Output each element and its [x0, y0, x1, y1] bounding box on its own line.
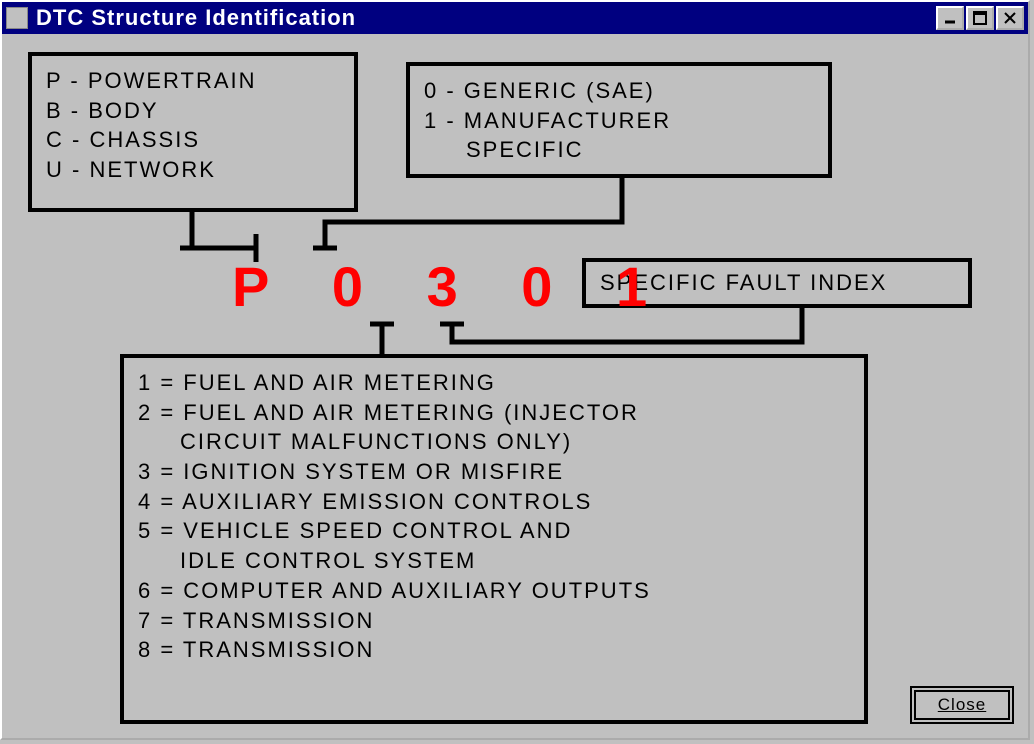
- legend-line: 6 = COMPUTER AND AUXILIARY OUTPUTS: [138, 576, 850, 606]
- third-char-legend-box: 1 = FUEL AND AIR METERING2 = FUEL AND AI…: [120, 354, 868, 724]
- legend-line: 4 = AUXILIARY EMISSION CONTROLS: [138, 487, 850, 517]
- legend-line: P - POWERTRAIN: [46, 66, 340, 96]
- legend-line: 5 = VEHICLE SPEED CONTROL AND: [138, 516, 850, 546]
- titlebar: DTC Structure Identification: [2, 2, 1028, 34]
- first-char-legend-box: P - POWERTRAINB - BODYC - CHASSISU - NET…: [28, 52, 358, 212]
- legend-line: IDLE CONTROL SYSTEM: [180, 546, 850, 576]
- content-area: P - POWERTRAINB - BODYC - CHASSISU - NET…: [2, 34, 1028, 738]
- legend-line: 0 - GENERIC (SAE): [424, 76, 814, 106]
- maximize-icon: [973, 11, 987, 25]
- legend-line: U - NETWORK: [46, 155, 340, 185]
- minimize-icon: [943, 11, 957, 25]
- close-icon: [1003, 11, 1017, 25]
- legend-line: 1 - MANUFACTURER: [424, 106, 814, 136]
- app-window: DTC Structure Identification P - POWERTR…: [0, 0, 1030, 740]
- close-button[interactable]: Close: [914, 690, 1010, 720]
- legend-line: 8 = TRANSMISSION: [138, 635, 850, 665]
- close-window-button[interactable]: [996, 6, 1024, 30]
- minimize-button[interactable]: [936, 6, 964, 30]
- second-char-legend-box: 0 - GENERIC (SAE)1 - MANUFACTURERSPECIFI…: [406, 62, 832, 178]
- legend-line: SPECIFIC: [466, 135, 814, 165]
- legend-line: 3 = IGNITION SYSTEM OR MISFIRE: [138, 457, 850, 487]
- legend-line: 2 = FUEL AND AIR METERING (INJECTOR: [138, 398, 850, 428]
- window-title: DTC Structure Identification: [36, 5, 934, 31]
- dtc-code: P 0 3 0 1: [232, 254, 671, 319]
- legend-line: 7 = TRANSMISSION: [138, 606, 850, 636]
- legend-line: CIRCUIT MALFUNCTIONS ONLY): [180, 427, 850, 457]
- close-button-label: Close: [938, 695, 986, 715]
- app-icon: [6, 7, 28, 29]
- legend-line: B - BODY: [46, 96, 340, 126]
- legend-line: 1 = FUEL AND AIR METERING: [138, 368, 850, 398]
- maximize-button[interactable]: [966, 6, 994, 30]
- legend-line: C - CHASSIS: [46, 125, 340, 155]
